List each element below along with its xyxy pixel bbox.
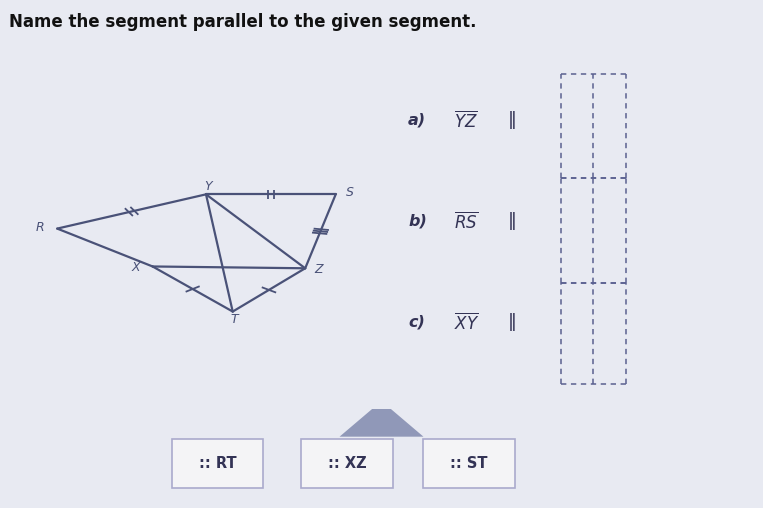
Text: a): a) [408,113,427,128]
Text: R: R [36,220,45,234]
Text: c): c) [408,315,425,330]
Text: $\overline{\mathit{RS}}$: $\overline{\mathit{RS}}$ [454,211,478,232]
Text: $\Vert$: $\Vert$ [507,210,516,232]
FancyBboxPatch shape [172,439,263,488]
Text: :: XZ: :: XZ [328,456,366,471]
Text: $\overline{\mathit{YZ}}$: $\overline{\mathit{YZ}}$ [454,110,478,131]
Text: b): b) [408,214,427,229]
Text: $\Vert$: $\Vert$ [507,311,516,333]
Text: $\overline{\mathit{XY}}$: $\overline{\mathit{XY}}$ [454,312,479,333]
Text: Y: Y [204,180,211,193]
Text: S: S [346,186,353,200]
FancyBboxPatch shape [423,439,515,488]
Text: T: T [230,313,238,326]
Text: $\Vert$: $\Vert$ [507,109,516,132]
Text: X: X [131,261,140,274]
Text: Name the segment parallel to the given segment.: Name the segment parallel to the given s… [9,13,477,30]
Text: Z: Z [314,263,324,276]
Polygon shape [340,401,423,437]
FancyBboxPatch shape [301,439,393,488]
Text: :: ST: :: ST [450,456,488,471]
Text: :: RT: :: RT [198,456,237,471]
